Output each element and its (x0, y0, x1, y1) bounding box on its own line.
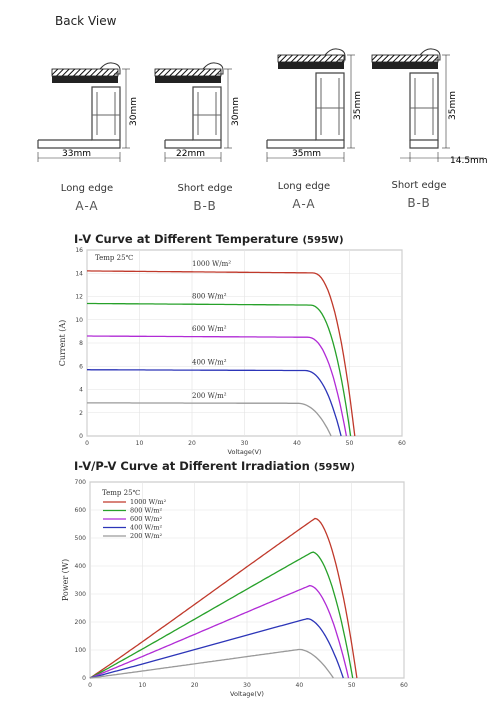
profile-short-edge-30 (154, 62, 232, 162)
y-tick-label: 700 (75, 479, 87, 486)
y-tick-label: 0 (82, 675, 86, 682)
pv-series-line (89, 584, 350, 679)
y-tick-label: 6 (79, 363, 83, 370)
y-tick-label: 0 (79, 433, 83, 440)
y-tick-label: 400 (75, 563, 87, 570)
iv-series-line (87, 402, 332, 437)
y-tick-label: 100 (75, 647, 87, 654)
legend-entry: 800 W/m² (130, 507, 163, 515)
legend-entry: 600 W/m² (130, 515, 163, 523)
p4-edge-label: Short edge (391, 180, 447, 191)
iv-series-line (87, 335, 348, 437)
iv-series-line (87, 302, 352, 437)
x-tick-label: 30 (241, 440, 249, 447)
y-tick-label: 500 (75, 535, 87, 542)
y-tick-label: 10 (75, 317, 83, 324)
x-tick-label: 40 (296, 682, 304, 689)
p2-height-label: 30mm (231, 97, 241, 126)
legend-entry: 200 W/m² (130, 532, 163, 540)
x-tick-label: 50 (348, 682, 356, 689)
p1-section-label: A-A (75, 199, 99, 213)
temperature-annotation: Temp 25℃ (95, 254, 134, 262)
y-tick-label: 300 (75, 591, 87, 598)
y-tick-label: 16 (75, 247, 83, 254)
x-tick-label: 0 (85, 440, 89, 447)
x-tick-label: 0 (88, 682, 92, 689)
y-tick-label: 8 (79, 340, 83, 347)
iv-curve-chart: 0 10 20 30 40 50 60 0 2 4 6 8 10 12 14 16 Voltage(V) Curr… (58, 247, 406, 456)
p1-width-label: 33mm (62, 149, 91, 159)
pv-curve-chart: 0 10 20 30 40 50 600100200300400500600700Volta… (61, 479, 408, 698)
p4-width-label: 14.5mm (450, 156, 488, 166)
iv-series-label: 400 W/m² (192, 359, 227, 367)
profile-short-edge-35 (371, 48, 484, 162)
pv-chart-title-text: I-V/P-V Curve at Different Irradiation (74, 459, 310, 473)
iv-chart-title-text: I-V Curve at Different Temperature (74, 232, 299, 246)
profile-long-edge-30 (37, 62, 130, 162)
y-tick-label: 14 (75, 270, 83, 277)
x-tick-label: 10 (139, 682, 147, 689)
x-tick-label: 20 (188, 440, 196, 447)
temperature-annotation: Temp 25℃ (102, 489, 141, 497)
profile-long-edge-35 (266, 48, 355, 162)
iv-series-line (87, 369, 342, 437)
x-tick-label: 50 (346, 440, 354, 447)
pv-chart-title-tag: (595W) (313, 462, 355, 473)
p2-width-label: 22mm (176, 149, 205, 159)
iv-chart-title-tag: (595W) (302, 235, 344, 246)
p4-height-label: 35mm (448, 91, 458, 120)
y-tick-label: 200 (75, 619, 87, 626)
x-axis-label: Voltage(V) (230, 690, 264, 698)
frame-profiles-drawing: 33mm 22mm 35mm 14.5mm 30mm 30mm 35mm 35m… (37, 48, 488, 166)
iv-series-line (87, 270, 356, 437)
y-axis-label: Current (A) (58, 320, 67, 367)
x-tick-label: 20 (191, 682, 199, 689)
legend-entry: 400 W/m² (130, 524, 163, 532)
pv-series-line (89, 551, 354, 679)
x-tick-label: 40 (293, 440, 301, 447)
p3-height-label: 35mm (353, 91, 363, 120)
iv-series-label: 200 W/m² (192, 392, 227, 400)
legend-entry: 1000 W/m² (130, 498, 167, 506)
x-tick-label: 10 (136, 440, 144, 447)
x-tick-label: 30 (243, 682, 251, 689)
p4-section-label: B-B (407, 196, 431, 210)
p2-section-label: B-B (193, 199, 217, 213)
p2-edge-label: Short edge (177, 183, 233, 194)
pv-series-line (89, 648, 334, 679)
x-tick-label: 60 (400, 682, 408, 689)
back-view-title: Back View (55, 14, 117, 28)
y-tick-label: 12 (75, 294, 83, 301)
p3-section-label: A-A (292, 197, 316, 211)
pv-series-line (89, 517, 358, 679)
y-axis-label: Power (W) (61, 559, 70, 601)
y-tick-label: 600 (75, 507, 87, 514)
y-tick-label: 2 (79, 410, 83, 417)
pv-chart-title: I-V/P-V Curve at Different Irradiation (… (74, 459, 355, 473)
pv-series-line (89, 618, 344, 679)
x-tick-label: 60 (398, 440, 406, 447)
iv-series-label: 1000 W/m² (192, 260, 231, 268)
y-tick-label: 4 (79, 387, 83, 394)
p1-edge-label: Long edge (60, 183, 114, 194)
iv-series-label: 600 W/m² (192, 325, 227, 333)
p3-width-label: 35mm (292, 149, 321, 159)
iv-chart-title: I-V Curve at Different Temperature (595W… (74, 232, 344, 246)
p1-height-label: 30mm (129, 97, 139, 126)
x-axis-label: Voltage(V) (228, 448, 262, 456)
p3-edge-label: Long edge (277, 181, 331, 192)
iv-series-label: 800 W/m² (192, 292, 227, 300)
